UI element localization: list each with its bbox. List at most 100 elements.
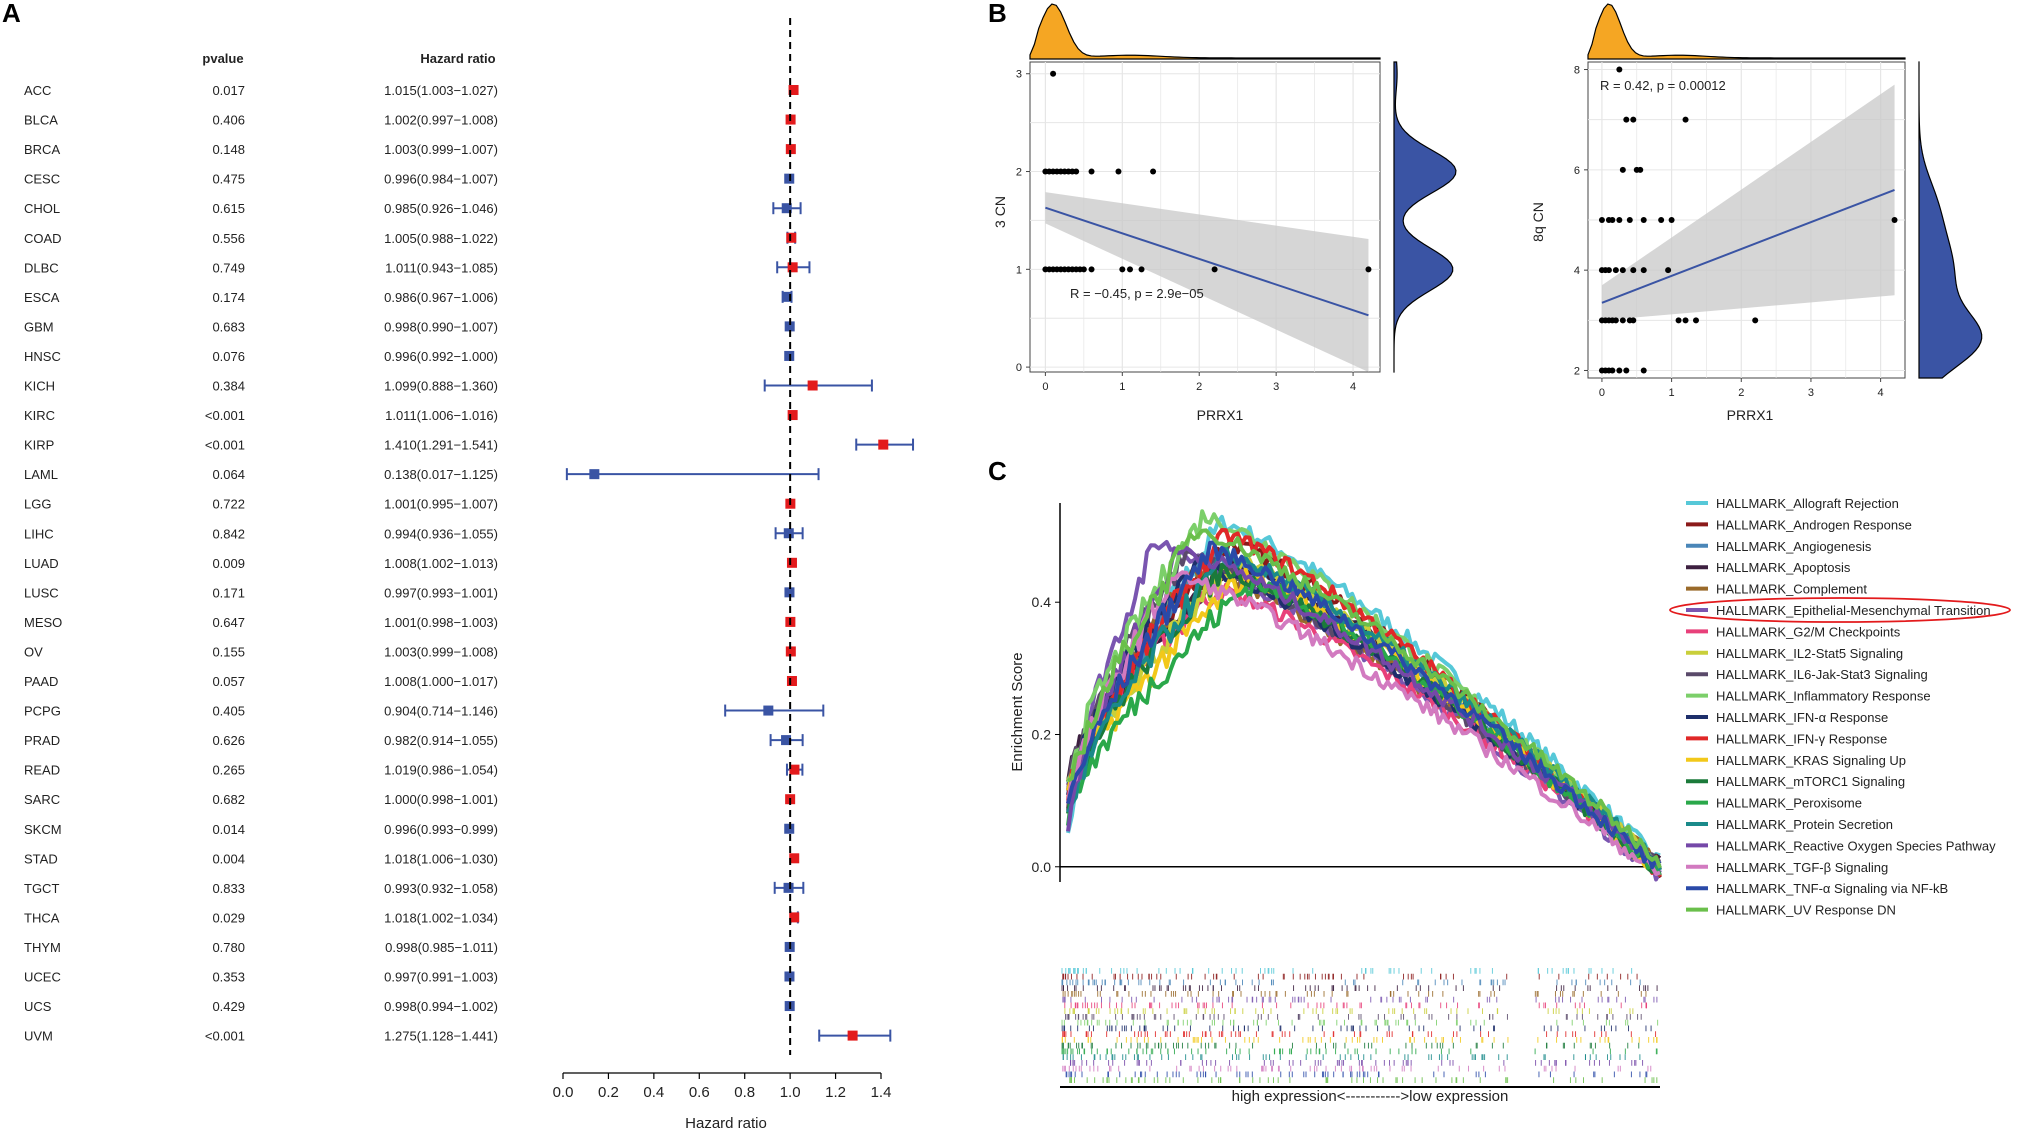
- x-tick-label: 4: [1878, 387, 1884, 399]
- legend-item: HALLMARK_G2/M Checkpoints: [1686, 624, 1901, 639]
- hr-cell: 0.985(0.926−1.046): [384, 201, 498, 216]
- pvalue-cell: 0.615: [212, 201, 245, 216]
- gsea-y-tick-label: 0.4: [1032, 594, 1052, 610]
- rug-row: [1062, 1031, 1657, 1037]
- y-tick-label: 2: [1016, 167, 1022, 179]
- rug-row: [1064, 1008, 1634, 1014]
- pvalue-cell: 0.057: [212, 674, 245, 689]
- hr-cell: 0.993(0.932−1.058): [384, 881, 498, 896]
- hr-cell: 0.982(0.914−1.055): [384, 733, 498, 748]
- cancer-label: HNSC: [24, 349, 61, 364]
- hr-cell: 1.001(0.995−1.007): [384, 497, 498, 512]
- gsea-y-tick-label: 0.0: [1032, 859, 1052, 875]
- data-point: [1626, 217, 1633, 223]
- pvalue-cell: 0.174: [212, 290, 245, 305]
- data-point: [1682, 116, 1689, 123]
- data-point: [1605, 267, 1612, 274]
- forest-tick-label: 0.0: [553, 1084, 574, 1101]
- hr-cell: 0.997(0.991−1.003): [384, 970, 498, 985]
- hr-cell: 0.986(0.967−1.006): [384, 290, 498, 305]
- legend-label: HALLMARK_G2/M Checkpoints: [1716, 624, 1901, 639]
- cancer-label: UCS: [24, 999, 52, 1014]
- hr-point: [783, 528, 794, 539]
- cancer-label: CESC: [24, 172, 60, 187]
- forest-tick-label: 0.6: [689, 1084, 710, 1101]
- forest-tick-label: 0.2: [598, 1084, 619, 1101]
- enrichment-curve: [1066, 540, 1662, 870]
- cancer-label: TGCT: [24, 881, 59, 896]
- x-tick-label: 0: [1599, 387, 1605, 399]
- forest-row: DLBC 0.749 1.011(0.943−1.085): [24, 260, 811, 275]
- hr-cell: 0.994(0.936−1.055): [384, 526, 498, 541]
- legend-label: HALLMARK_KRAS Signaling Up: [1716, 753, 1906, 768]
- hr-point: [784, 587, 795, 598]
- rug-row: [1065, 1071, 1648, 1078]
- data-point: [1211, 266, 1218, 273]
- scatter-8qcn-y-label: 8q CN: [1530, 202, 1546, 242]
- forest-row: LIHC 0.842 0.994(0.936−1.055): [24, 526, 804, 541]
- data-point: [1665, 267, 1672, 274]
- hr-cell: 0.904(0.714−1.146): [384, 704, 498, 719]
- panel-a-label: A: [2, 0, 21, 28]
- cancer-label: LAML: [24, 467, 58, 482]
- hr-point: [787, 410, 798, 421]
- data-point: [1150, 168, 1157, 175]
- hr-point: [789, 912, 800, 923]
- data-point: [1658, 217, 1665, 223]
- forest-row: PRAD 0.626 0.982(0.914−1.055): [24, 733, 804, 748]
- hr-cell: 1.011(1.006−1.016): [385, 408, 498, 423]
- data-point: [1619, 166, 1626, 173]
- legend-label: HALLMARK_TGF-β Signaling: [1716, 860, 1888, 875]
- cancer-label: SKCM: [24, 822, 62, 837]
- scatter-8qcn-x-label: PRRX1: [1727, 407, 1774, 423]
- data-point: [1616, 217, 1623, 223]
- forest-row: SARC 0.682 1.000(0.998−1.001): [24, 792, 796, 807]
- cancer-label: PRAD: [24, 733, 60, 748]
- hr-cell: 1.099(0.888−1.360): [384, 379, 498, 394]
- forest-row: KIRC <0.001 1.011(1.006−1.016): [24, 408, 798, 423]
- legend-item: HALLMARK_Apoptosis: [1686, 560, 1851, 575]
- legend-label: HALLMARK_IL2-Stat5 Signaling: [1716, 646, 1903, 661]
- legend-item: HALLMARK_UV Response DN: [1686, 903, 1896, 918]
- y-tick-label: 8: [1574, 65, 1580, 77]
- legend-label: HALLMARK_IFN-γ Response: [1716, 731, 1887, 746]
- legend-item: HALLMARK_Reactive Oxygen Species Pathway: [1686, 838, 1996, 853]
- hr-point: [783, 882, 794, 893]
- hr-point: [807, 380, 818, 391]
- y-marginal-density: [1393, 61, 1457, 372]
- gsea-bottom-label: high expression<----------->low expressi…: [1232, 1088, 1509, 1105]
- forest-row: ESCA 0.174 0.986(0.967−1.006): [24, 290, 793, 305]
- legend-item: HALLMARK_TGF-β Signaling: [1686, 860, 1888, 875]
- hr-cell: 1.015(1.003−1.027): [384, 83, 498, 98]
- pvalue-cell: 0.406: [212, 113, 245, 128]
- pvalue-cell: <0.001: [205, 438, 245, 453]
- x-marginal-density: [1587, 3, 1906, 60]
- data-point: [1119, 266, 1126, 273]
- pvalue-header: pvalue: [202, 51, 243, 66]
- forest-row: STAD 0.004 1.018(1.006−1.030): [24, 851, 800, 866]
- pvalue-cell: 0.683: [212, 319, 245, 334]
- confidence-band: [1601, 84, 1895, 321]
- legend-item: HALLMARK_IL2-Stat5 Signaling: [1686, 646, 1903, 661]
- legend-label: HALLMARK_Epithelial-Mesenchymal Transiti…: [1716, 603, 1991, 618]
- data-point: [1630, 116, 1637, 123]
- cancer-label: COAD: [24, 231, 62, 246]
- pvalue-cell: 0.076: [212, 349, 245, 364]
- hr-point: [784, 971, 795, 982]
- pvalue-cell: <0.001: [205, 408, 245, 423]
- rug-row: [1061, 985, 1658, 991]
- hr-cell: 1.002(0.997−1.008): [384, 113, 498, 128]
- hr-point: [789, 853, 800, 864]
- legend-label: HALLMARK_Androgen Response: [1716, 517, 1912, 532]
- hr-point: [788, 85, 799, 95]
- legend-item: HALLMARK_TNF-α Signaling via NF-kB: [1686, 881, 1948, 896]
- y-tick-label: 6: [1574, 165, 1580, 177]
- cancer-label: KIRC: [24, 408, 55, 423]
- scatter-3cn-annotation: R = −0.45, p = 2.9e−05: [1070, 286, 1204, 301]
- forest-tick-label: 1.2: [825, 1084, 846, 1101]
- cancer-label: PAAD: [24, 674, 58, 689]
- hr-cell: 0.138(0.017−1.125): [384, 467, 498, 482]
- forest-row: BRCA 0.148 1.003(0.999−1.007): [24, 142, 796, 157]
- rug-row: [1061, 1042, 1640, 1049]
- hr-point: [786, 676, 797, 686]
